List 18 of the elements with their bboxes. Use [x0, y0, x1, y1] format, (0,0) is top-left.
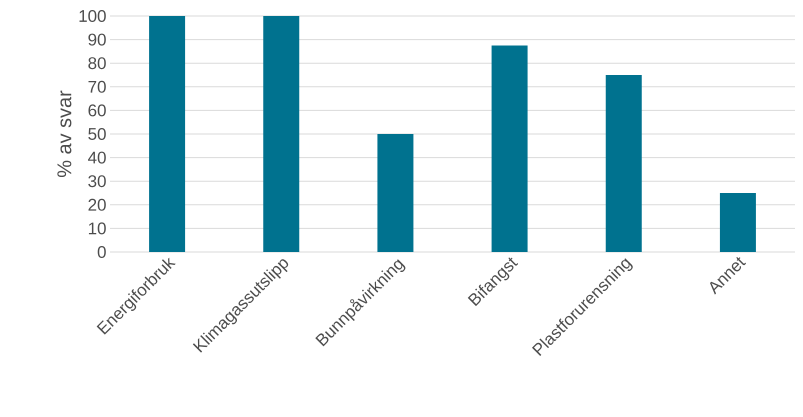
bar: [377, 134, 414, 252]
y-tick-label: 0: [98, 246, 106, 258]
y-tick-label: 90: [88, 34, 106, 46]
bar: [606, 74, 642, 252]
y-tick-label: 50: [88, 128, 106, 140]
y-tick-label: 80: [88, 57, 106, 70]
y-tick-label: 100: [80, 10, 106, 22]
bar: [263, 16, 300, 252]
y-tick-label: 20: [88, 198, 106, 211]
y-tick-label: 30: [88, 175, 106, 188]
bar: [149, 16, 186, 252]
bar: [492, 45, 528, 252]
y-tick-label: 10: [88, 222, 106, 234]
y-tick-label: 60: [88, 104, 106, 116]
y-axis-title: % av svar: [57, 90, 72, 178]
y-tick-label: 40: [88, 152, 106, 164]
y-tick-label: 70: [88, 80, 106, 93]
bar: [720, 193, 756, 252]
